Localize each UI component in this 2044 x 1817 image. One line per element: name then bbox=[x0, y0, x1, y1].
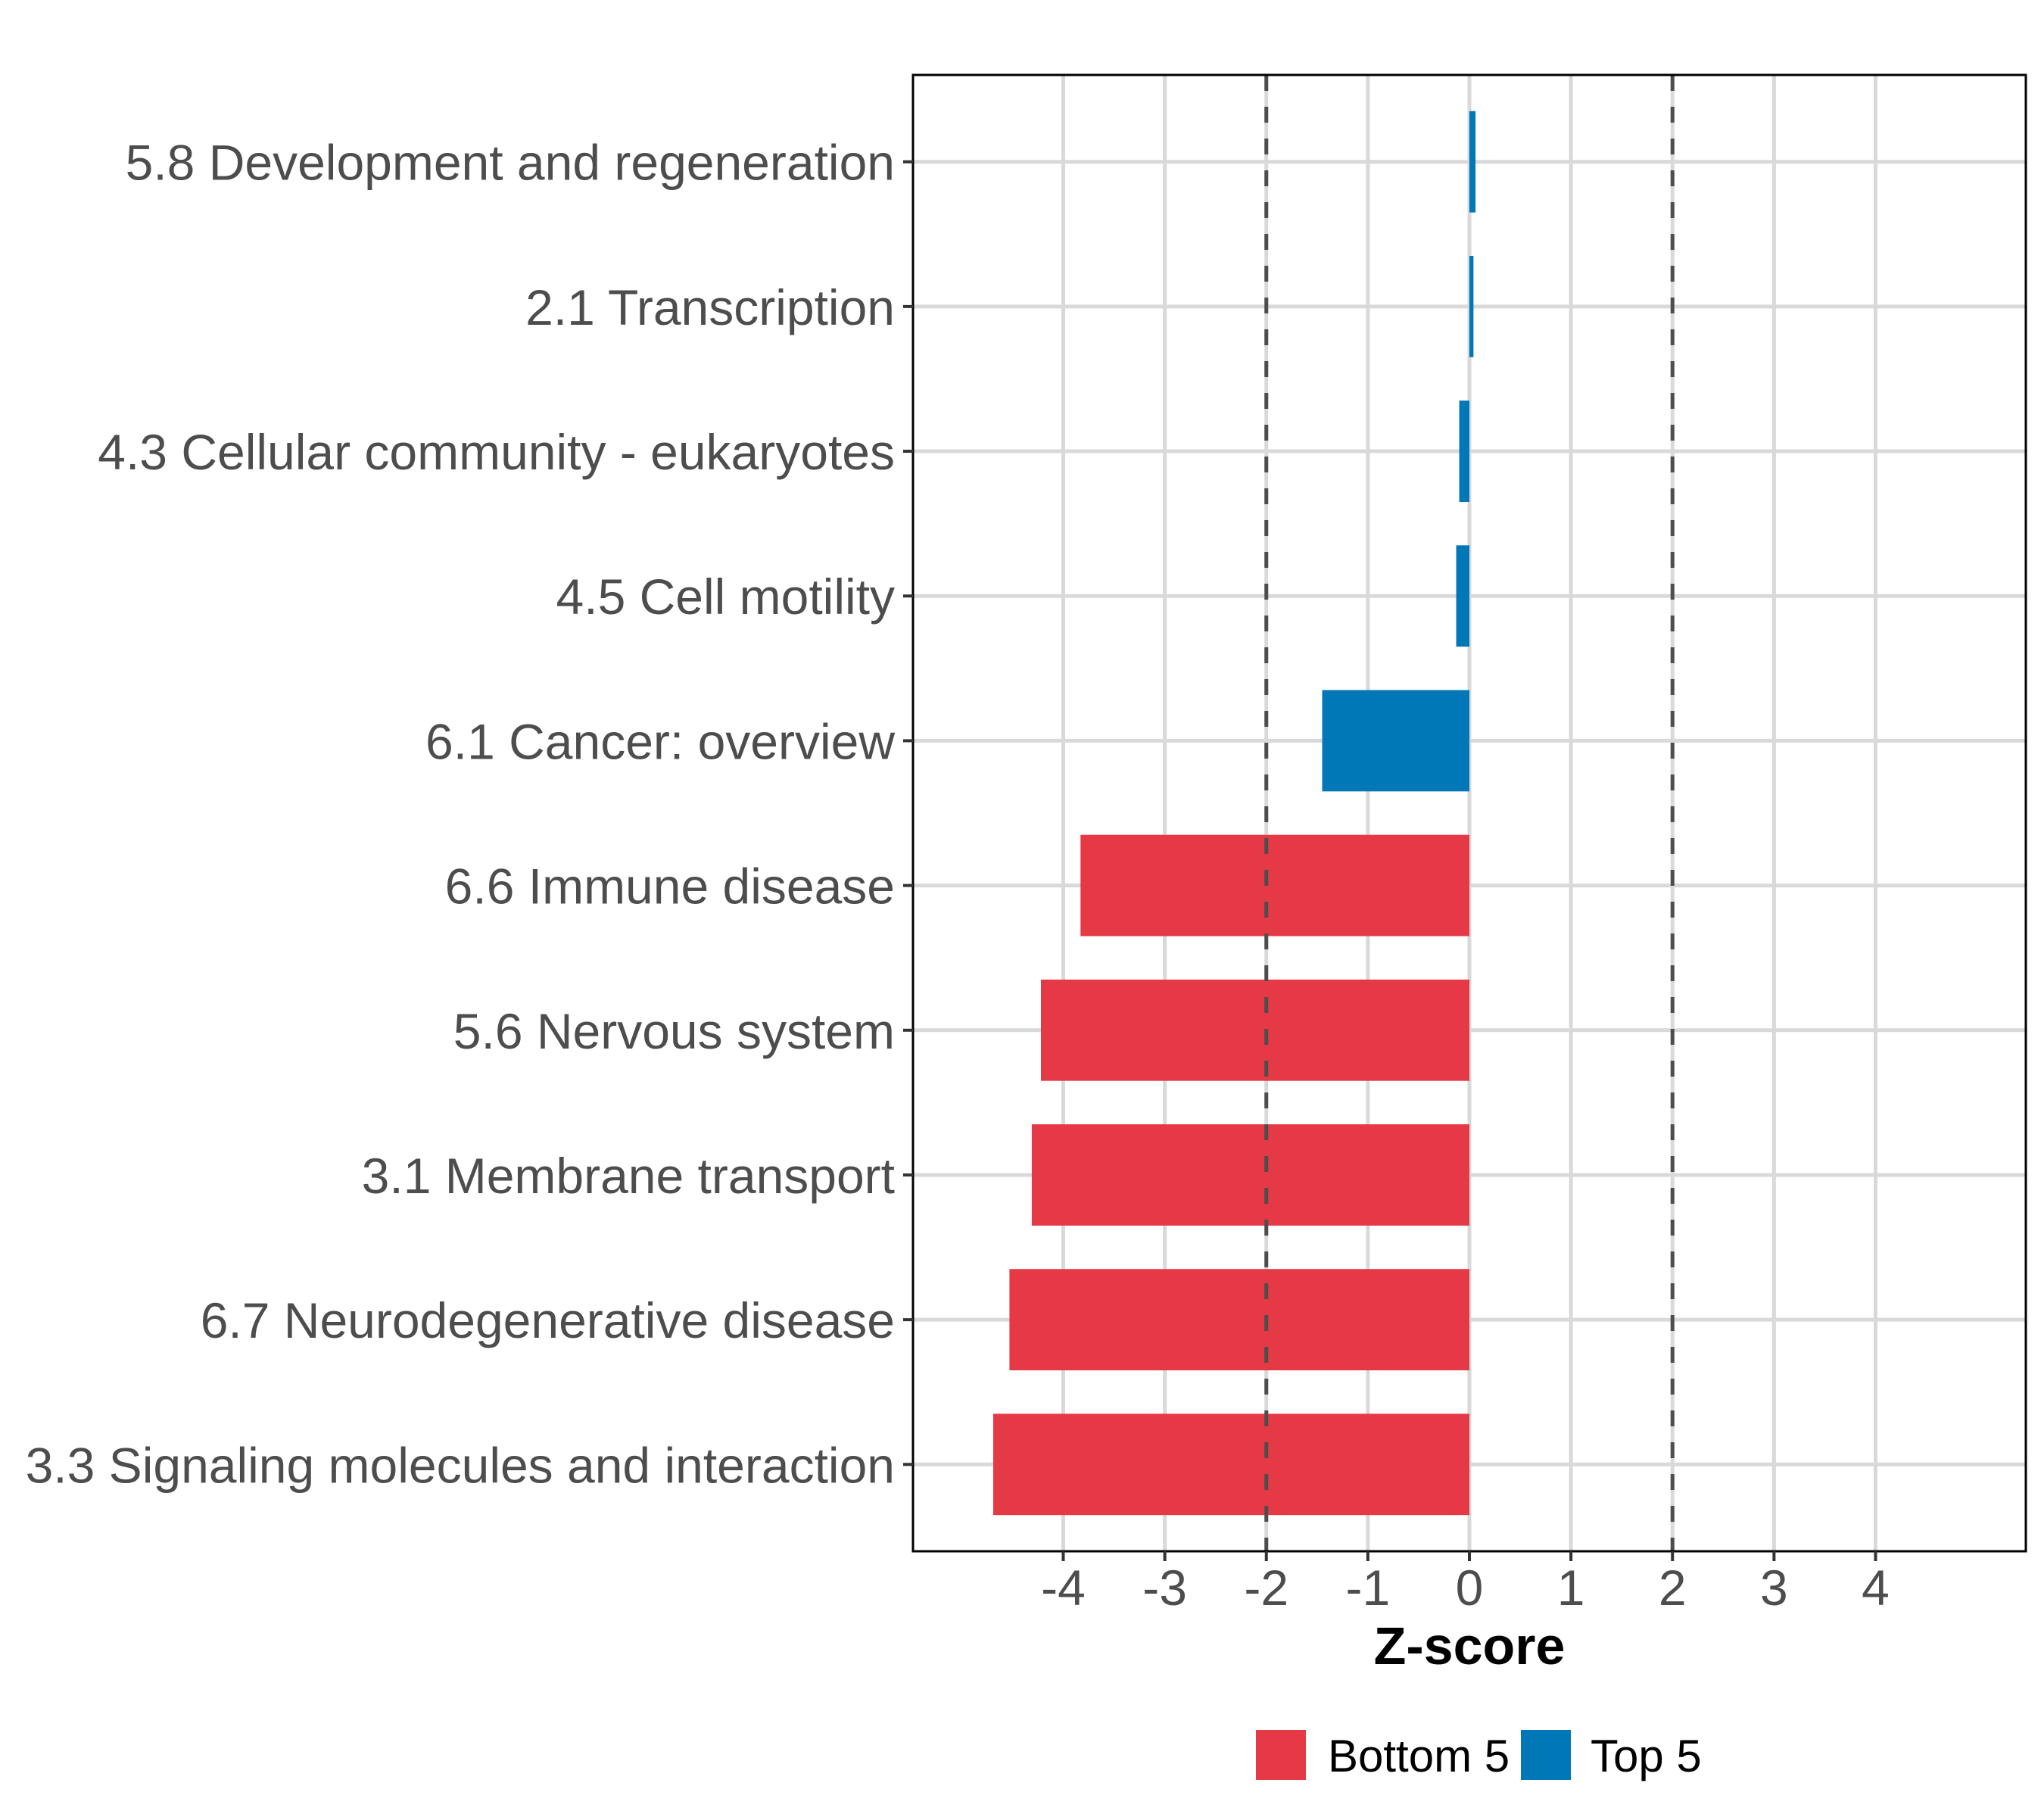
x-tick-label: 3 bbox=[1760, 1560, 1788, 1616]
x-tick-label: 0 bbox=[1456, 1560, 1484, 1616]
bar bbox=[1322, 690, 1469, 792]
y-tick-label: 2.1 Transcription bbox=[525, 279, 895, 335]
x-tick-label: -1 bbox=[1346, 1560, 1391, 1616]
y-tick-label: 6.7 Neurodegenerative disease bbox=[201, 1292, 895, 1348]
reference-lines bbox=[1264, 75, 1675, 1551]
y-tick-label: 3.3 Signaling molecules and interaction bbox=[26, 1437, 895, 1493]
legend-key-top-5 bbox=[1521, 1730, 1571, 1780]
bars bbox=[992, 111, 1476, 1516]
x-axis: -4 -3 -2 -1 0 1 2 3 4 bbox=[1041, 1551, 1890, 1616]
bar bbox=[1459, 400, 1469, 502]
y-tick-label: 5.6 Nervous system bbox=[453, 1003, 895, 1059]
y-tick-label: 5.8 Development and regeneration bbox=[126, 135, 895, 191]
bar bbox=[992, 1413, 1469, 1516]
bar bbox=[1469, 111, 1476, 213]
x-tick-label: 1 bbox=[1557, 1560, 1585, 1616]
bar bbox=[1040, 979, 1469, 1081]
y-tick-label: 6.6 Immune disease bbox=[445, 859, 895, 915]
bar bbox=[1080, 834, 1469, 937]
x-tick-label: 2 bbox=[1659, 1560, 1687, 1616]
x-tick-label: 4 bbox=[1862, 1560, 1890, 1616]
bar bbox=[1456, 545, 1469, 647]
bar bbox=[1009, 1269, 1469, 1371]
x-tick-label: -3 bbox=[1142, 1560, 1187, 1616]
bar bbox=[1469, 255, 1474, 357]
x-tick-label: -2 bbox=[1244, 1560, 1288, 1616]
bar bbox=[1031, 1124, 1469, 1226]
legend: Bottom 5 Top 5 bbox=[1256, 1730, 1702, 1781]
y-axis: 5.8 Development and regeneration 2.1 Tran… bbox=[26, 135, 913, 1493]
x-axis-title: Z-score bbox=[1374, 1616, 1566, 1675]
legend-key-bottom-5 bbox=[1256, 1730, 1306, 1780]
y-tick-label: 3.1 Membrane transport bbox=[362, 1148, 895, 1204]
y-tick-label: 4.5 Cell motility bbox=[556, 569, 895, 625]
legend-label-bottom-5: Bottom 5 bbox=[1328, 1731, 1510, 1781]
legend-label-top-5: Top 5 bbox=[1591, 1731, 1702, 1781]
x-tick-label: -4 bbox=[1041, 1560, 1086, 1616]
y-tick-label: 4.3 Cellular community - eukaryotes bbox=[98, 424, 895, 480]
y-tick-label: 6.1 Cancer: overview bbox=[425, 713, 895, 769]
